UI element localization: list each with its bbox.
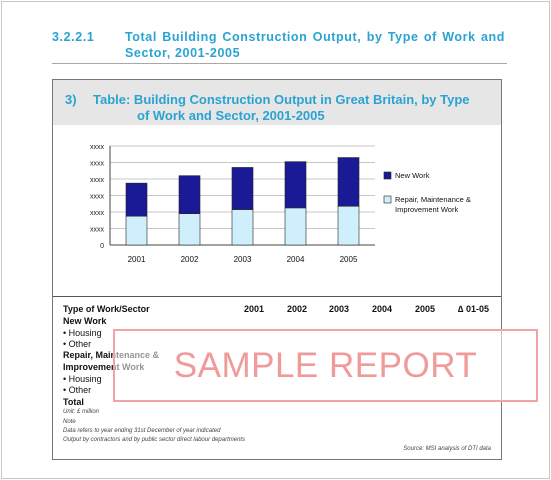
figure-header: 3) Table: Building Construction Output i… — [53, 80, 501, 125]
col-2003: 2003 — [329, 304, 350, 314]
legend-label: Repair, Maintenance & Improvement Work — [395, 195, 471, 214]
legend-label-line: Repair, Maintenance & — [395, 195, 471, 204]
bar-repair-2002 — [178, 213, 201, 246]
bar-new-work-2001 — [125, 182, 148, 217]
section-divider — [52, 63, 507, 64]
y-tick-label: 0 — [100, 243, 104, 250]
legend-swatch — [383, 171, 392, 180]
y-tick-label: xxxx — [90, 161, 105, 168]
figure-frame: 3) Table: Building Construction Output i… — [52, 79, 502, 460]
row-repair-line1: Repair, Maintenance & — [63, 350, 160, 360]
y-tick-label: xxxx — [90, 194, 105, 201]
note-line1: Data refers to year ending 31st December… — [63, 428, 221, 434]
bar-repair-2004 — [284, 207, 307, 246]
legend-label-line: Improvement Work — [395, 205, 458, 214]
bar-repair-2005 — [337, 205, 360, 246]
col-2001: 2001 — [244, 304, 265, 314]
section-title-line2: Sector, 2001-2005 — [125, 46, 241, 60]
table-header-label: Type of Work/Sector — [63, 304, 150, 314]
bar-new-work-2002 — [178, 175, 201, 214]
stacked-bar-chart: 0 xxxx xxxx xxxx xxxx xxxx xxxx 2001 2002 2003 200… — [90, 144, 471, 264]
x-tick-label: 2004 — [287, 255, 305, 264]
sample-report-watermark: SAMPLE REPORT — [113, 329, 538, 402]
bar-new-work-2004 — [284, 161, 307, 209]
x-tick-label: 2001 — [128, 255, 146, 264]
row-repair-line2: Improvement Work — [63, 362, 145, 372]
legend-label: New Work — [395, 171, 430, 180]
y-tick-label: xxxx — [90, 210, 105, 217]
x-tick-label: 2003 — [234, 255, 252, 264]
bar-repair-2001 — [125, 215, 148, 246]
bar-new-work-2003 — [231, 167, 254, 210]
col-change: ∆ 01-05 — [458, 304, 490, 314]
x-tick-label: 2002 — [181, 255, 199, 264]
x-tick-label: 2005 — [340, 255, 358, 264]
y-tick-label: xxxx — [90, 144, 105, 151]
row-total: Total — [63, 397, 84, 407]
row-repair-housing: • Housing — [63, 374, 102, 384]
figure-title-line1: Table: Building Construction Output in G… — [93, 92, 470, 107]
row-repair-other: • Other — [63, 385, 92, 395]
note-line2: Output by contractors and by public sect… — [63, 437, 246, 443]
row-new-work-housing: • Housing — [63, 328, 102, 338]
section-number: 3.2.2.1 — [52, 30, 95, 44]
col-2004: 2004 — [372, 304, 393, 314]
col-2005: 2005 — [415, 304, 436, 314]
source-note: Source: MSI analysis of DTI data — [403, 446, 491, 452]
section-title-line1: Total Building Construction Output, by T… — [125, 30, 505, 44]
bar-new-work-2005 — [337, 157, 360, 207]
figure-number: 3) — [65, 92, 77, 107]
legend-swatch — [383, 195, 392, 204]
note-label: Note — [63, 419, 76, 425]
table-separator — [53, 296, 501, 297]
col-2002: 2002 — [287, 304, 308, 314]
legend-label-line: New Work — [395, 171, 430, 180]
figure-title-line2: of Work and Sector, 2001-2005 — [137, 108, 325, 123]
row-new-work-other: • Other — [63, 339, 92, 349]
bar-repair-2003 — [231, 209, 254, 246]
unit-note: Unit: £ million — [63, 409, 100, 415]
row-new-work: New Work — [63, 316, 107, 326]
y-tick-label: xxxx — [90, 227, 105, 234]
y-tick-label: xxxx — [90, 177, 105, 184]
